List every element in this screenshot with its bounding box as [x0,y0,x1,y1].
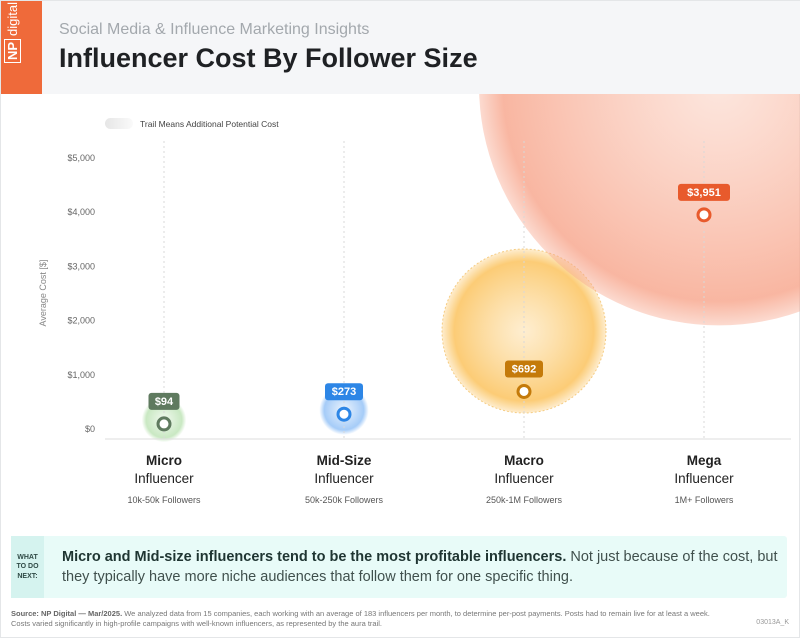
callout-text: Micro and Mid-size influencers tend to b… [62,549,778,585]
chart-code: 03013A_K [756,619,789,626]
follower-range: 1M+ Followers [675,495,734,505]
data-label-bg [678,183,730,201]
data-label: $3,951 [687,187,721,199]
subtitle: Social Media & Influence Marketing Insig… [59,21,370,38]
follower-range: 10k-50k Followers [127,495,201,505]
y-tick-label: $0 [85,424,95,434]
y-tick-label: $4,000 [67,207,95,217]
category-label: Mid-Size [317,453,372,468]
category-label: Micro [146,453,182,468]
data-point [156,416,172,432]
np-digital-logo: NPdigital [1,1,42,94]
legend-label: Trail Means Additional Potential Cost [140,119,279,129]
data-label-bg [325,383,363,401]
callout-tag: WHAT TO DO NEXT: [11,536,44,598]
y-tick-label: $3,000 [67,261,95,271]
data-point [336,406,352,422]
page-title: Influencer Cost By Follower Size [59,43,478,73]
y-tick-label: $5,000 [67,153,95,163]
data-label: $94 [155,396,174,408]
data-label: $273 [332,386,356,398]
data-point [516,383,532,399]
source-note: Source: NP Digital — Mar/2025. We analyz… [11,609,710,628]
data-label: $692 [512,363,536,375]
legend-swatch [105,118,133,129]
category-label: Macro [504,453,544,468]
category-label: Influencer [494,471,554,486]
category-label: Influencer [674,471,734,486]
y-tick-label: $1,000 [67,370,95,380]
category-label: Mega [687,453,722,468]
what-to-do-next-callout: WHAT TO DO NEXT: Micro and Mid-size infl… [11,536,787,598]
y-tick-label: $2,000 [67,316,95,326]
category-label: Influencer [314,471,374,486]
y-axis-label: Average Cost [$] [38,260,48,327]
data-label-bg [148,392,180,410]
follower-range: 250k-1M Followers [486,495,563,505]
category-label: Influencer [134,471,194,486]
header: NPdigital Social Media & Influence Marke… [1,1,800,94]
follower-range: 50k-250k Followers [305,495,384,505]
data-label-bg [505,360,543,378]
data-point [696,207,712,223]
